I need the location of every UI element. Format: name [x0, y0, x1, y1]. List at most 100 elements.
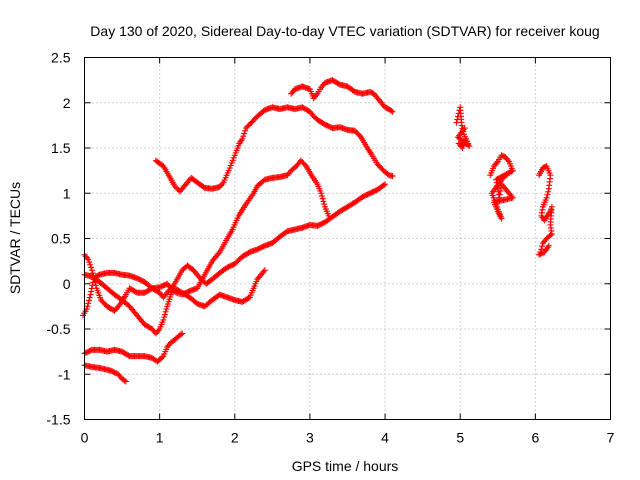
data-point	[179, 330, 186, 337]
axis-ticks	[84, 57, 611, 420]
data-point	[243, 125, 250, 132]
data-point	[301, 161, 308, 168]
data-points	[79, 77, 555, 385]
y-tick-label: 1	[63, 185, 71, 201]
data-point	[382, 181, 389, 188]
data-point	[319, 195, 326, 202]
y-tick-labels: -1.5 -1 -0.5 0 0.5 1 1.5 2 2.5	[46, 50, 70, 428]
series-arc-7	[288, 77, 396, 115]
data-point	[245, 295, 252, 302]
data-point	[389, 108, 396, 115]
data-point	[384, 171, 391, 178]
plot-frame	[84, 57, 611, 420]
x-tick-label: 3	[306, 430, 314, 446]
data-point	[229, 157, 236, 164]
data-point	[89, 282, 96, 289]
x-tick-label: 2	[231, 430, 239, 446]
data-point	[160, 316, 167, 323]
series-arc-9	[487, 152, 516, 222]
x-tick-labels: 0 1 2 3 4 5 6 7	[81, 430, 615, 446]
data-point	[545, 188, 552, 195]
series-arc-3	[79, 181, 389, 319]
data-point	[496, 191, 503, 198]
data-point	[85, 300, 92, 307]
data-point	[297, 157, 304, 164]
chart-title: Day 130 of 2020, Sidereal Day-to-day VTE…	[90, 23, 599, 39]
y-tick-label: 2	[63, 95, 71, 111]
data-point	[159, 354, 166, 361]
data-point	[300, 160, 307, 167]
series-arc-4	[81, 267, 268, 337]
data-point	[172, 184, 179, 191]
data-point	[171, 183, 178, 190]
data-point	[494, 175, 501, 182]
data-point	[380, 182, 387, 189]
data-point	[545, 185, 552, 192]
data-point	[163, 306, 170, 313]
data-point	[230, 154, 237, 161]
data-point	[503, 172, 510, 179]
y-axis-label: SDTVAR / TECUs	[7, 182, 23, 294]
data-point	[84, 303, 91, 310]
x-tick-label: 5	[456, 430, 464, 446]
data-point	[239, 135, 246, 142]
data-point	[389, 173, 396, 180]
data-point	[318, 190, 325, 197]
y-tick-label: 0	[63, 276, 71, 292]
data-point	[86, 259, 93, 266]
data-point	[318, 192, 325, 199]
data-point	[539, 240, 546, 247]
data-point	[545, 242, 552, 249]
data-point	[161, 311, 168, 318]
data-point	[88, 288, 95, 295]
x-tick-label: 6	[531, 430, 539, 446]
x-tick-label: 0	[81, 430, 89, 446]
series-arc-6	[81, 362, 129, 385]
data-point	[86, 294, 93, 301]
data-point	[461, 125, 468, 132]
grid	[84, 57, 611, 420]
data-point	[245, 122, 252, 129]
data-point	[121, 377, 128, 384]
series-arc-10	[536, 163, 555, 258]
data-point	[453, 119, 460, 126]
data-point	[538, 250, 545, 257]
y-tick-label: -1.5	[46, 412, 70, 428]
data-point	[122, 378, 129, 385]
data-point	[225, 167, 232, 174]
data-point	[388, 107, 395, 114]
data-point	[161, 314, 168, 321]
series-arc-8	[453, 104, 473, 151]
data-point	[240, 133, 247, 140]
data-point	[356, 132, 363, 139]
data-point	[228, 159, 235, 166]
data-point	[181, 182, 188, 189]
data-point	[321, 201, 328, 208]
data-point	[241, 130, 248, 137]
data-point	[320, 198, 327, 205]
y-tick-label: 2.5	[51, 50, 71, 66]
y-tick-label: 0.5	[51, 231, 71, 247]
data-point	[88, 285, 95, 292]
data-point	[87, 261, 94, 268]
data-point	[458, 122, 465, 129]
x-tick-label: 1	[156, 430, 164, 446]
x-tick-label: 4	[381, 430, 389, 446]
data-point	[88, 264, 95, 271]
data-point	[87, 291, 94, 298]
data-point	[544, 191, 551, 198]
data-point	[299, 159, 306, 166]
y-tick-label: 1.5	[51, 140, 71, 156]
data-point	[174, 185, 181, 192]
data-point	[537, 251, 544, 258]
data-point	[536, 251, 543, 258]
y-tick-label: -1	[58, 366, 71, 382]
series-arc-5	[81, 330, 186, 365]
data-point	[497, 187, 504, 194]
data-point	[261, 267, 268, 274]
data-point	[544, 234, 551, 241]
data-point	[177, 331, 184, 338]
data-point	[226, 165, 233, 172]
series-arc-1	[152, 104, 396, 195]
